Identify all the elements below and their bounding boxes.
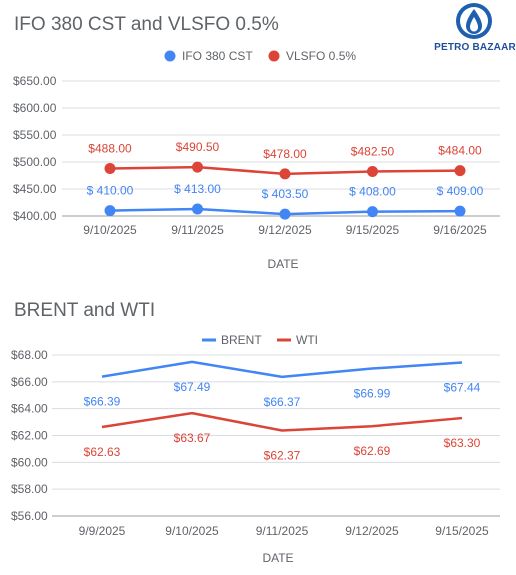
fuel-price-chart: IFO 380 CST VLSFO 0.5% $400.00 $450.00 $500.… bbox=[13, 49, 500, 271]
data-point bbox=[279, 208, 291, 220]
x-tick-label: 9/16/2025 bbox=[433, 223, 487, 237]
flame-drop-icon bbox=[456, 3, 492, 39]
data-label: $482.50 bbox=[351, 144, 395, 158]
data-label: $ 410.00 bbox=[87, 184, 134, 198]
y-tick-label: $56.00 bbox=[11, 509, 48, 523]
series-line-wti bbox=[101, 411, 463, 432]
data-label: $484.00 bbox=[438, 144, 482, 158]
petro-bazaar-logo: PETRO BAZAAR bbox=[434, 2, 516, 58]
x-tick-label: 9/10/2025 bbox=[83, 223, 137, 237]
data-label: $62.69 bbox=[354, 444, 391, 458]
y-tick-label: $68.00 bbox=[11, 348, 48, 362]
data-label: $66.99 bbox=[354, 387, 391, 401]
data-point bbox=[192, 161, 203, 173]
legend-marker bbox=[268, 50, 280, 62]
x-tick-label: 9/9/2025 bbox=[79, 524, 126, 538]
y-tick-label: $650.00 bbox=[13, 74, 57, 88]
data-label: $ 403.50 bbox=[262, 187, 309, 201]
x-tick-label: 9/12/2025 bbox=[345, 524, 399, 538]
x-tick-label: 9/15/2025 bbox=[435, 524, 489, 538]
x-tick-label: 9/11/2025 bbox=[256, 524, 309, 538]
y-tick-label: $400.00 bbox=[13, 209, 57, 223]
data-point bbox=[367, 206, 378, 218]
x-axis-title: DATE bbox=[267, 257, 298, 271]
data-label: $67.44 bbox=[444, 381, 481, 395]
data-label: $ 408.00 bbox=[349, 185, 396, 199]
data-label: $62.37 bbox=[264, 449, 301, 463]
data-point bbox=[104, 162, 116, 174]
x-tick-label: 9/15/2025 bbox=[346, 223, 400, 237]
x-axis-title: DATE bbox=[262, 551, 293, 565]
crude-price-chart: BRENT WTI $56.00 $58.00 $60.00 $62.00 $64.00 $6… bbox=[11, 333, 500, 565]
data-label: $66.39 bbox=[84, 395, 121, 409]
y-tick-label: $58.00 bbox=[11, 482, 48, 496]
legend-label: WTI bbox=[296, 333, 318, 347]
y-tick-label: $450.00 bbox=[13, 182, 57, 196]
x-tick-label: 9/11/2025 bbox=[171, 223, 224, 237]
y-tick-label: $600.00 bbox=[13, 101, 57, 115]
data-label: $63.67 bbox=[174, 431, 211, 445]
data-point bbox=[454, 205, 466, 217]
legend-label: IFO 380 CST bbox=[182, 49, 253, 63]
logo-text: PETRO BAZAAR bbox=[434, 42, 516, 53]
chart-title-crude: BRENT and WTI bbox=[14, 300, 156, 321]
data-point bbox=[104, 205, 116, 217]
data-label: $488.00 bbox=[88, 141, 132, 155]
data-label: $478.00 bbox=[263, 147, 307, 161]
data-point bbox=[454, 165, 466, 177]
data-label: $ 409.00 bbox=[437, 184, 484, 198]
legend-label: VLSFO 0.5% bbox=[286, 49, 356, 63]
data-label: $ 413.00 bbox=[174, 182, 221, 196]
data-label: $490.50 bbox=[176, 140, 220, 154]
y-tick-label: $500.00 bbox=[13, 155, 57, 169]
legend-marker bbox=[164, 50, 176, 62]
data-label: $67.49 bbox=[174, 380, 211, 394]
y-tick-label: $550.00 bbox=[13, 128, 57, 142]
y-tick-label: $66.00 bbox=[11, 375, 48, 389]
data-label: $66.37 bbox=[264, 395, 301, 409]
legend-label: BRENT bbox=[221, 333, 262, 347]
data-label: $63.30 bbox=[444, 436, 481, 450]
y-tick-label: $62.00 bbox=[11, 429, 48, 443]
chart-title-fuel: IFO 380 CST and VLSFO 0.5% bbox=[14, 14, 279, 35]
data-label: $62.63 bbox=[84, 445, 121, 459]
data-point bbox=[192, 203, 203, 215]
y-tick-label: $60.00 bbox=[11, 455, 48, 469]
x-tick-label: 9/12/2025 bbox=[258, 223, 312, 237]
data-point bbox=[367, 165, 378, 177]
series-line-brent bbox=[101, 360, 463, 379]
y-tick-label: $64.00 bbox=[11, 402, 48, 416]
x-tick-label: 9/10/2025 bbox=[165, 524, 219, 538]
data-point bbox=[279, 168, 291, 180]
